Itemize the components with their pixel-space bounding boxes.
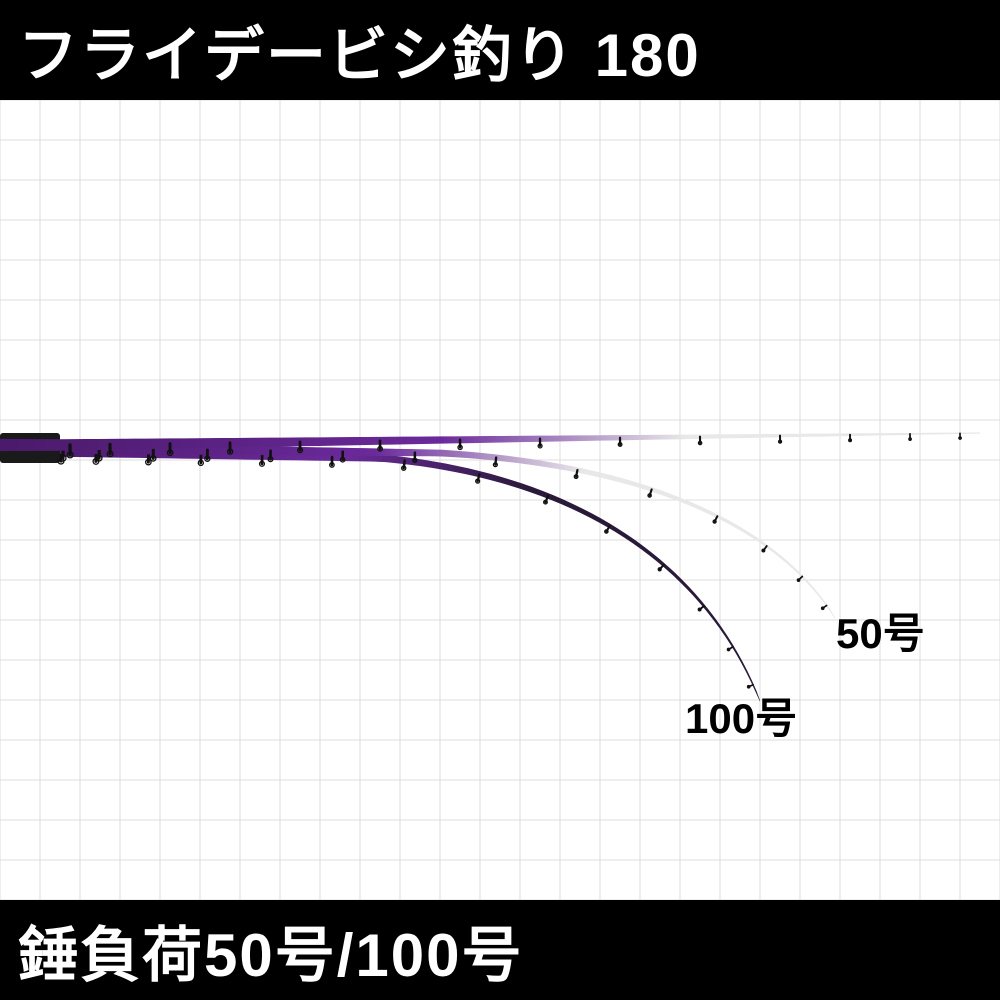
footer-text: 錘負荷50号/100号	[18, 907, 524, 994]
rod-curve	[0, 439, 760, 702]
footer-bar: 錘負荷50号/100号	[0, 900, 1000, 1000]
diagram-area: 50号 100号	[0, 100, 1000, 900]
header-title: フライデービシ釣り 180	[18, 7, 701, 94]
label-50: 50号	[836, 600, 925, 661]
label-100: 100号	[685, 685, 797, 746]
header-bar: フライデービシ釣り 180	[0, 0, 1000, 100]
rod-curves	[0, 100, 1000, 900]
